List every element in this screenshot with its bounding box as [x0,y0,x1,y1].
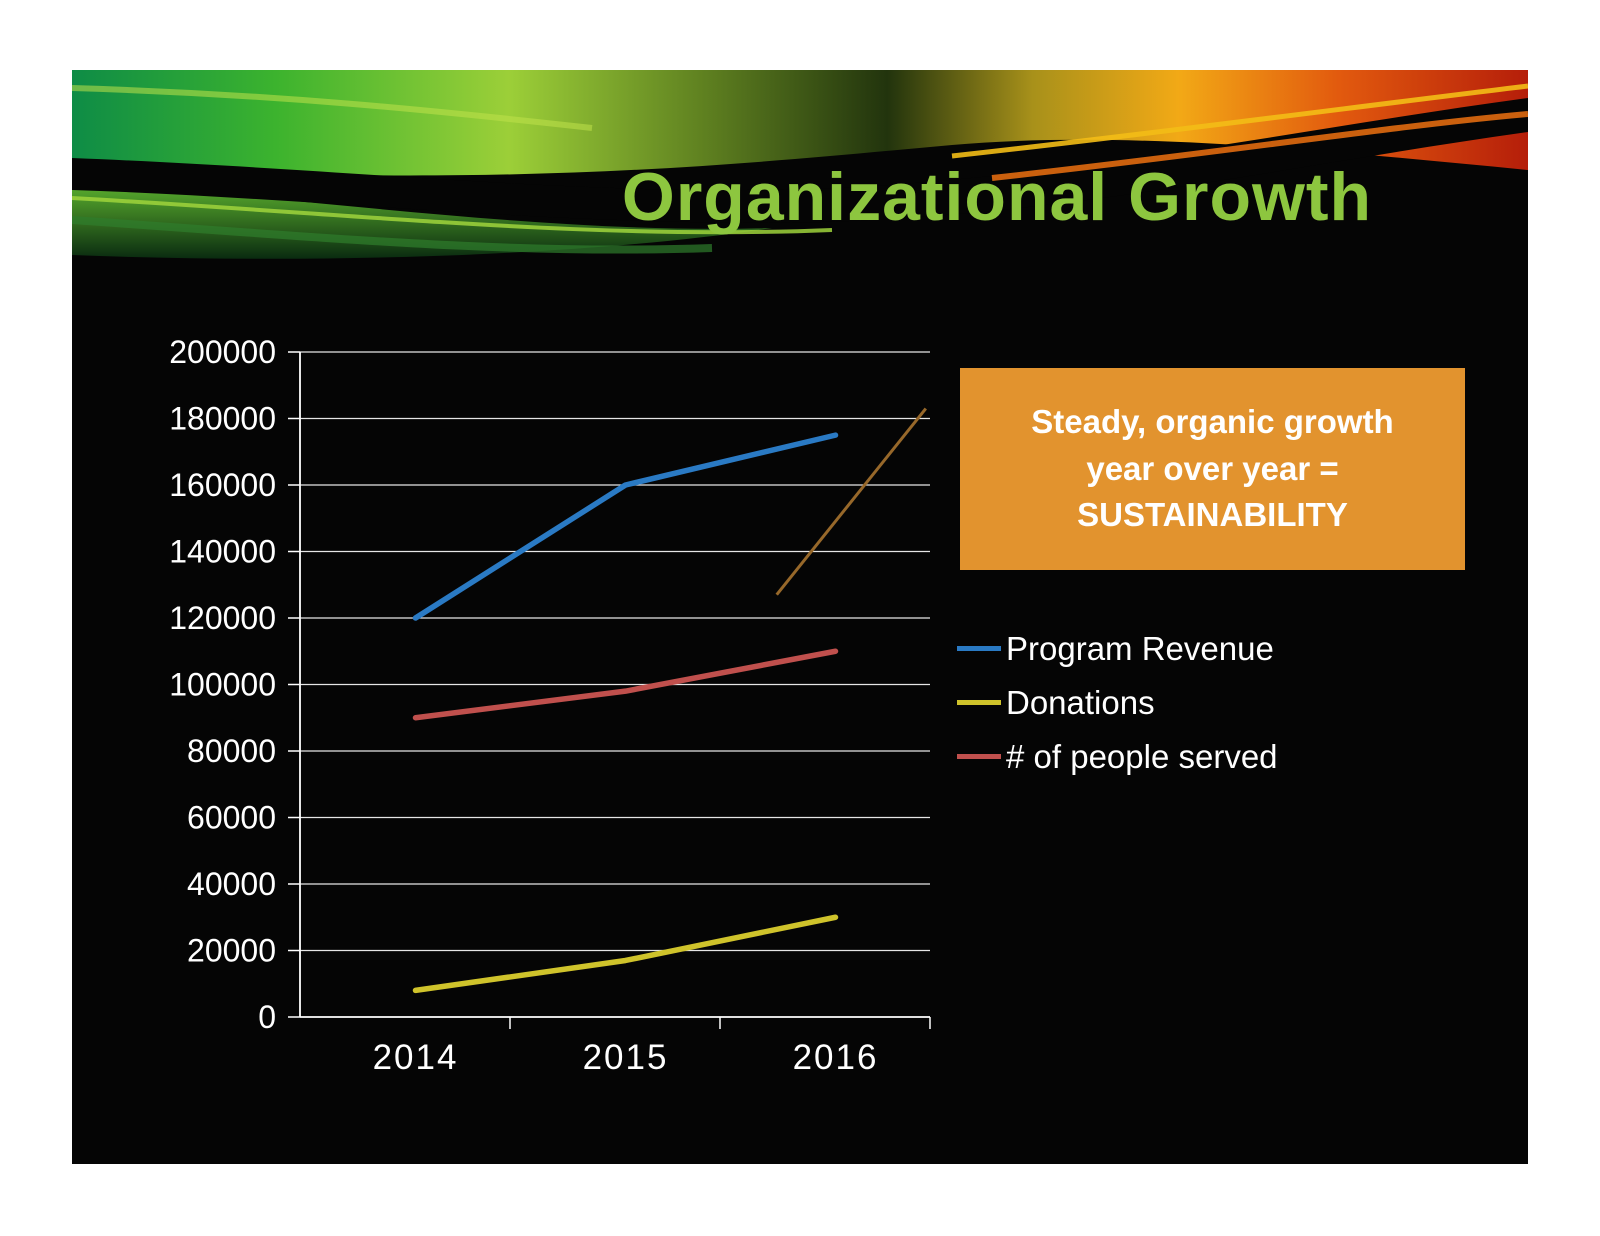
x-axis-label: 2015 [583,1038,669,1077]
legend-label: Donations [1006,683,1155,721]
slide: Organizational Growth 0 20000 40000 60000 80… [72,70,1528,1164]
x-axis-label: 2016 [793,1038,879,1077]
legend-swatch [957,646,1001,651]
legend-label: Program Revenue [1006,629,1274,667]
y-axis-label: 0 [258,999,276,1035]
y-axis-label: 80000 [187,733,276,769]
y-axis-label: 140000 [169,534,276,570]
legend-item: Donations [957,682,1278,723]
legend-swatch [957,700,1001,705]
series-line [412,648,839,721]
y-axis-label: 180000 [169,401,276,437]
trendline [775,407,927,596]
y-axis-label: 20000 [187,933,276,969]
y-axis-label: 160000 [169,467,276,503]
callout-box: Steady, organic growth year over year = … [960,368,1465,570]
chart-legend: Program Revenue Donations # of people serv… [957,628,1278,777]
y-axis-label: 120000 [169,600,276,636]
callout-line: year over year = [1086,449,1339,487]
y-axis-label: 60000 [187,800,276,836]
x-axis-label: 2014 [373,1038,459,1077]
legend-swatch [957,754,1001,759]
legend-item: # of people served [957,736,1278,777]
y-axis-label: 100000 [169,667,276,703]
callout-line: Steady, organic growth [1031,402,1394,440]
y-axis-label: 200000 [169,334,276,370]
callout-line: SUSTAINABILITY [1077,496,1348,534]
header-ribbon-graphic [72,70,1528,259]
growth-line-chart: 0 20000 40000 60000 80000 100000 120000 140000 1… [169,334,931,1077]
y-axis-label: 40000 [187,866,276,902]
legend-label: # of people served [1006,737,1278,775]
legend-item: Program Revenue [957,628,1278,669]
series-line [412,432,839,621]
page-title: Organizational Growth [621,159,1373,235]
series-line [412,914,839,994]
